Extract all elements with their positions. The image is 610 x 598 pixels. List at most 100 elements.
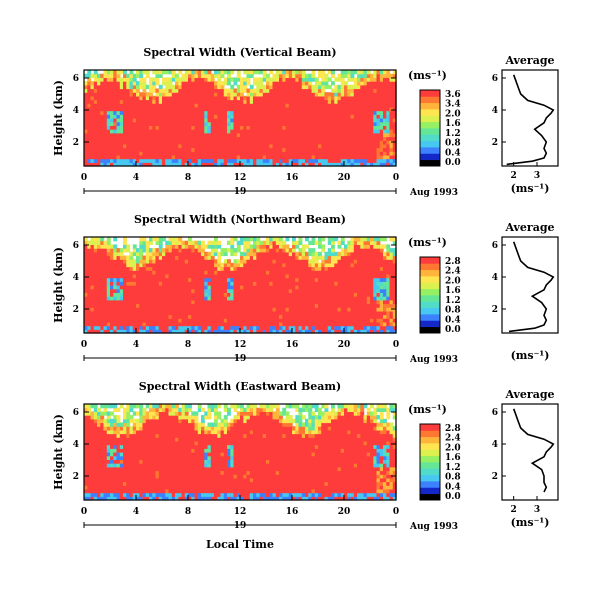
heatmap-cell <box>155 237 160 242</box>
heatmap-cell <box>103 140 108 145</box>
heatmap-cell <box>227 110 231 115</box>
heatmap-cell <box>386 273 391 279</box>
heatmap-cell <box>360 162 365 167</box>
heatmap-cell <box>350 143 355 149</box>
heatmap-cell <box>116 106 121 112</box>
heatmap-cell <box>318 110 322 115</box>
heatmap-cell <box>90 84 95 90</box>
heatmap-cell <box>392 318 397 323</box>
heatmap-cell <box>311 329 316 334</box>
heatmap-cell <box>253 285 257 290</box>
heatmap-cell <box>347 299 352 305</box>
heatmap-cell <box>194 114 199 119</box>
heatmap-cell <box>383 277 387 282</box>
heatmap-cell <box>288 318 293 323</box>
heatmap-cell <box>357 136 361 141</box>
heatmap-cell <box>175 132 179 138</box>
heatmap-cell <box>178 92 183 97</box>
heatmap-cell <box>344 329 348 334</box>
heatmap-cell <box>331 288 335 293</box>
heatmap-cell <box>392 77 397 82</box>
heatmap-cell <box>106 281 111 286</box>
heatmap-cell <box>171 110 176 115</box>
heatmap-cell <box>233 77 238 82</box>
heatmap-cell <box>266 281 270 286</box>
heatmap-cell <box>311 255 316 260</box>
heatmap-cell <box>171 140 176 145</box>
heatmap-cell <box>269 158 274 163</box>
heatmap-cell <box>217 132 222 138</box>
heatmap-cell <box>308 118 313 123</box>
heatmap-cell <box>230 95 235 101</box>
heatmap-cell <box>256 329 261 334</box>
heatmap-cell <box>295 103 300 108</box>
heatmap-cell <box>188 314 192 319</box>
heatmap-cell <box>256 147 261 152</box>
heatmap-cell <box>275 277 280 282</box>
heatmap-cell <box>357 296 361 301</box>
heatmap-cell <box>357 270 361 275</box>
heatmap-cell <box>353 77 358 82</box>
colorbar: 2.82.42.01.61.20.80.40.0 <box>419 256 461 335</box>
heatmap-cell <box>288 281 293 286</box>
heatmap-cell <box>295 70 300 75</box>
heatmap-cell <box>119 81 124 86</box>
heatmap-cell <box>298 240 303 245</box>
heatmap-cell <box>386 248 391 253</box>
heatmap-cell <box>314 303 319 308</box>
heatmap-cell <box>113 132 118 138</box>
heatmap-cell <box>324 158 329 163</box>
heatmap-cell <box>269 325 274 330</box>
heatmap-cell <box>279 95 283 101</box>
heatmap-cell <box>259 92 264 97</box>
x-tick-label: 0 <box>393 340 399 350</box>
heatmap-cell <box>305 136 309 141</box>
heatmap-cell <box>90 273 95 279</box>
heatmap-cell <box>350 84 355 90</box>
heatmap-cell <box>214 106 218 112</box>
heatmap-cell <box>197 103 202 108</box>
heatmap-cell <box>165 240 170 245</box>
heatmap-cell <box>113 99 118 104</box>
heatmap-cell <box>155 310 160 316</box>
heatmap-cell <box>214 154 218 160</box>
heatmap-cell <box>337 121 342 126</box>
heatmap-cell <box>165 132 170 138</box>
heatmap-cell <box>116 314 121 319</box>
heatmap-cell <box>295 143 300 149</box>
heatmap-cell <box>373 273 378 279</box>
heatmap-cell <box>282 99 287 104</box>
heatmap-cell <box>201 147 205 152</box>
heatmap-cell <box>295 147 300 152</box>
heatmap-cell <box>285 296 290 301</box>
heatmap-cell <box>223 99 228 104</box>
heatmap-cell <box>350 292 355 297</box>
heatmap-cell <box>324 84 329 90</box>
heatmap-cell <box>353 88 358 93</box>
heatmap-cell <box>201 248 205 253</box>
heatmap-cell <box>275 73 280 78</box>
heatmap-cell <box>126 132 131 138</box>
heatmap-cell <box>392 270 397 275</box>
heatmap-cell <box>311 325 316 330</box>
heatmap-cell <box>275 259 280 264</box>
heatmap-cell <box>136 273 140 279</box>
heatmap-cell <box>113 125 118 130</box>
heatmap-cell <box>113 244 118 249</box>
heatmap-cell <box>318 125 322 130</box>
heatmap-cell <box>162 296 166 301</box>
heatmap-cell <box>379 140 384 145</box>
heatmap-cell <box>168 125 173 130</box>
colorbar-swatch <box>420 109 440 116</box>
heatmap-cell <box>132 92 137 97</box>
heatmap-cell <box>175 77 179 82</box>
heatmap-cell <box>379 77 384 82</box>
heatmap-cell <box>331 255 335 260</box>
heatmap-cell <box>90 129 95 134</box>
heatmap-cell <box>103 314 108 319</box>
heatmap-cell <box>116 299 121 305</box>
heatmap-cell <box>305 262 309 268</box>
heatmap-cell <box>285 110 290 115</box>
heatmap-cell <box>165 296 170 301</box>
heatmap-cell <box>282 121 287 126</box>
